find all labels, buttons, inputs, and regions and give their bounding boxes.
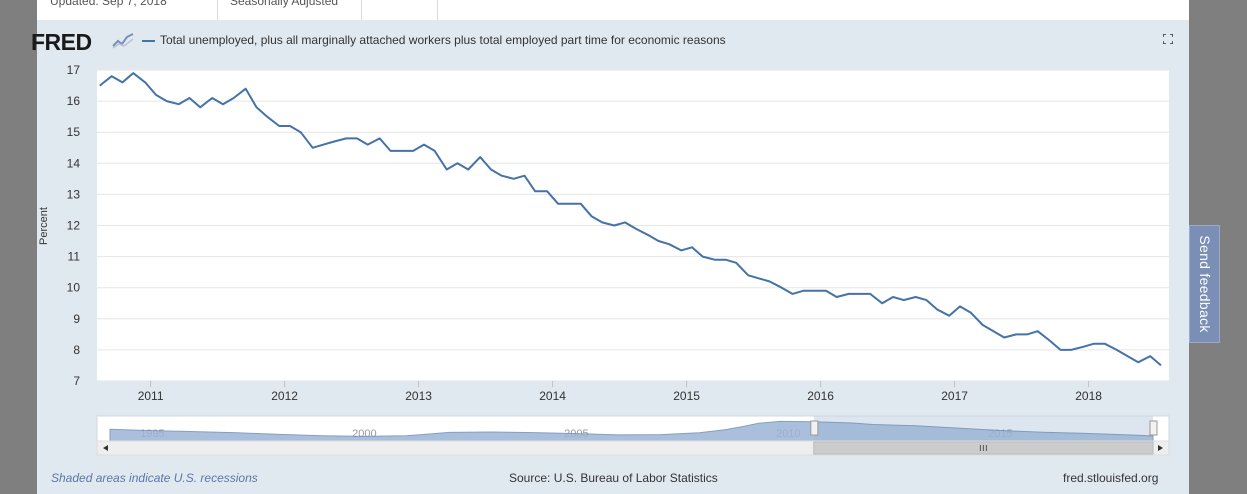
y-tick-17: 17 xyxy=(67,63,81,77)
x-tick-2013: 2013 xyxy=(405,389,432,403)
scroll-left-arrow-icon[interactable] xyxy=(103,445,108,451)
x-tick-2017: 2017 xyxy=(941,389,968,403)
series-line-0 xyxy=(99,72,1162,367)
updated-text: Updated: Sep 7, 2018 xyxy=(50,0,167,8)
y-tick-11: 11 xyxy=(68,250,81,264)
empty-cell xyxy=(362,0,438,20)
scrollbar-grip-icon xyxy=(979,445,987,451)
top-info-strip: Updated: Sep 7, 2018 Seasonally Adjusted xyxy=(37,0,1189,20)
fred-chart-logo-icon xyxy=(112,33,134,49)
series-group xyxy=(99,72,1162,367)
legend-swatch xyxy=(142,40,155,42)
x-tick-2011: 2011 xyxy=(138,389,164,403)
fred-logo[interactable]: FRED xyxy=(31,29,92,55)
site-link[interactable]: fred.stlouisfed.org xyxy=(1063,471,1159,485)
legend-label[interactable]: Total unemployed, plus all marginally at… xyxy=(160,33,726,47)
x-tick-2012: 2012 xyxy=(271,389,298,403)
y-tick-10: 10 xyxy=(67,281,81,295)
recession-note: Shaded areas indicate U.S. recessions xyxy=(51,471,258,485)
y-tick-12: 12 xyxy=(67,219,81,233)
grip-line-1 xyxy=(982,445,984,451)
divider xyxy=(217,0,218,20)
x-tick-2016: 2016 xyxy=(807,389,834,403)
source-text: Source: U.S. Bureau of Labor Statistics xyxy=(509,471,718,485)
navigator-handle-right[interactable] xyxy=(1149,420,1158,436)
x-tick-2018: 2018 xyxy=(1075,389,1102,403)
y-tick-9: 9 xyxy=(73,312,80,326)
y-tick-labels: 7 8 9 10 11 12 13 14 15 16 17 xyxy=(67,63,81,388)
navigator-series xyxy=(109,420,1154,442)
adjustment-cell: Seasonally Adjusted xyxy=(218,0,362,20)
grip-line-2 xyxy=(985,445,987,451)
grip-line-0 xyxy=(979,445,981,451)
scroll-right-arrow-icon[interactable] xyxy=(1158,445,1163,451)
adjustment-text: Seasonally Adjusted xyxy=(230,0,339,8)
y-tick-14: 14 xyxy=(67,156,81,170)
x-tick-labels: 2011 2012 2013 2014 2015 2016 2017 2018 xyxy=(138,381,1102,403)
y-tick-7: 7 xyxy=(73,374,80,388)
gridlines xyxy=(97,69,1169,382)
send-feedback-button[interactable]: Send feedback xyxy=(1189,225,1220,343)
x-tick-2015: 2015 xyxy=(673,389,700,403)
y-tick-15: 15 xyxy=(67,125,81,139)
y-tick-13: 13 xyxy=(67,187,81,201)
send-feedback-label: Send feedback xyxy=(1196,235,1213,333)
navigator-handle-left[interactable] xyxy=(810,420,819,436)
y-tick-16: 16 xyxy=(67,94,81,108)
y-tick-8: 8 xyxy=(73,343,80,357)
x-tick-2014: 2014 xyxy=(539,389,566,403)
